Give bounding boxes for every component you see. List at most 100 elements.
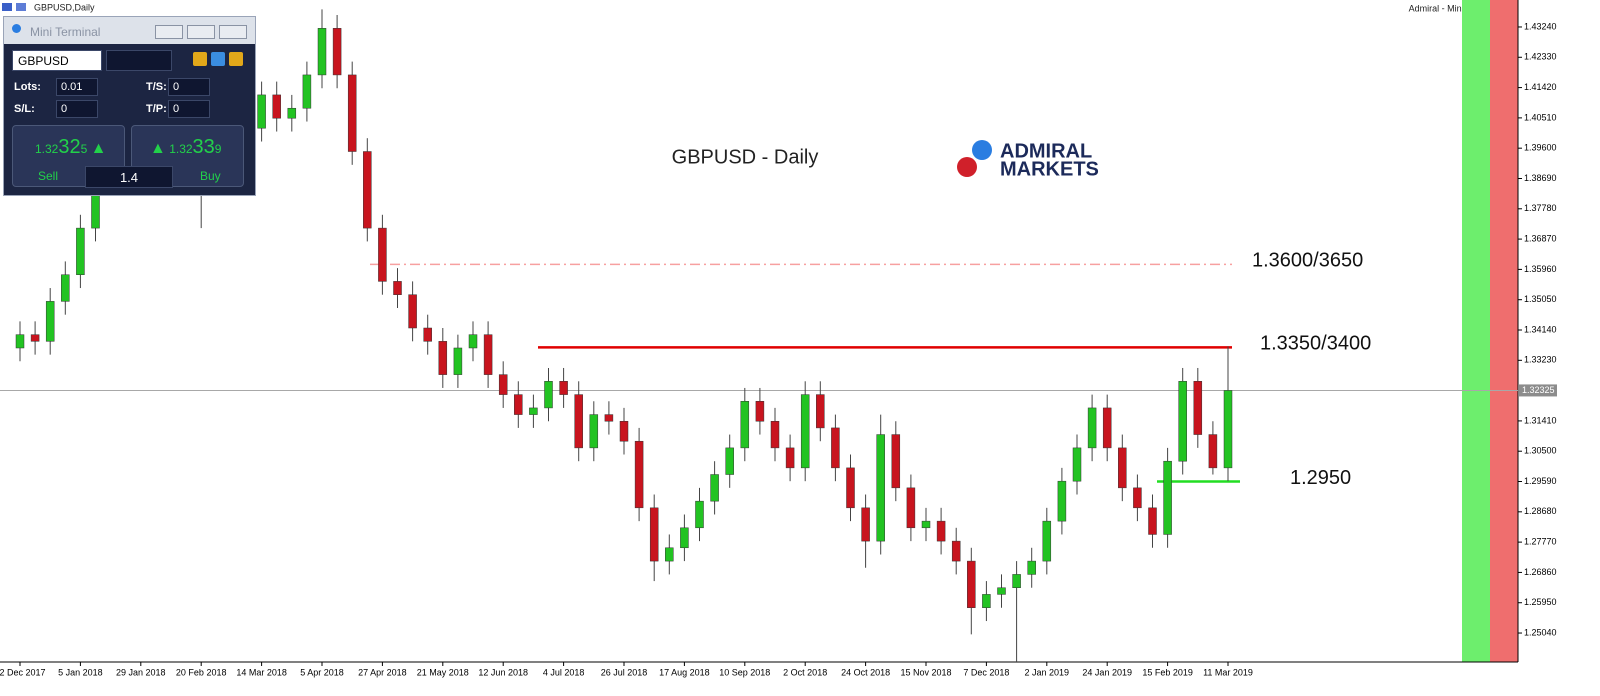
candle-body xyxy=(725,447,734,475)
icon xyxy=(12,24,21,33)
price-tag-label: 1.32325 xyxy=(1522,385,1555,395)
candle-body xyxy=(891,434,901,489)
candle-body xyxy=(604,414,614,422)
x-tick-label: 26 Jul 2018 xyxy=(601,667,648,677)
tool-button[interactable] xyxy=(229,52,243,66)
ts-input[interactable]: 0 xyxy=(168,78,210,96)
minimize-button[interactable] xyxy=(155,25,183,39)
x-tick-label: 22 Dec 2017 xyxy=(0,667,46,677)
candle-body xyxy=(936,520,946,542)
candle-body xyxy=(982,594,991,608)
candle-body xyxy=(30,334,40,342)
candle-body xyxy=(1057,480,1067,522)
candle-body xyxy=(921,520,931,529)
candle-body xyxy=(317,28,327,76)
mini-terminal: Mini Terminal GBPUSD Lots: 0.01 T/S: 0 S… xyxy=(3,16,256,196)
candle-body xyxy=(800,394,810,469)
x-tick-label: 14 Mar 2018 xyxy=(236,667,287,677)
candle-body xyxy=(332,28,342,76)
candle-body xyxy=(740,401,750,449)
spread: 1.4 xyxy=(85,166,173,188)
candle-body xyxy=(438,341,448,375)
candle-body xyxy=(378,227,387,282)
candle-body xyxy=(1133,487,1142,509)
restore-button[interactable] xyxy=(187,25,215,39)
price-prefix: 1.32 xyxy=(169,142,193,156)
level-label: 1.2950 xyxy=(1290,467,1351,489)
x-tick-label: 2 Oct 2018 xyxy=(783,667,827,677)
x-tick-label: 10 Sep 2018 xyxy=(719,667,770,677)
buy-button[interactable]: ▲ 1.32339 Buy xyxy=(131,125,244,187)
candle-body xyxy=(1208,434,1218,469)
candle-body xyxy=(680,527,689,549)
candle-body xyxy=(619,420,629,442)
tool-button[interactable] xyxy=(193,52,207,66)
x-tick-label: 4 Jul 2018 xyxy=(543,667,585,677)
price-fraction: 9 xyxy=(214,142,222,156)
candle-body xyxy=(1178,381,1187,462)
candle-body xyxy=(15,334,25,349)
lots-input[interactable]: 0.01 xyxy=(56,78,98,96)
x-tick-label: 15 Nov 2018 xyxy=(900,667,951,677)
candle-body xyxy=(1042,520,1052,562)
candle-body xyxy=(1148,507,1157,535)
y-tick-label: 1.27770 xyxy=(1524,536,1557,546)
y-tick-label: 1.35050 xyxy=(1524,294,1557,304)
tp-input[interactable]: 0 xyxy=(168,100,210,118)
sell-label: Sell xyxy=(38,169,59,183)
candle-body xyxy=(846,467,855,509)
label: T/P: xyxy=(146,103,167,115)
close-button[interactable] xyxy=(219,25,247,39)
candle-body xyxy=(665,547,674,562)
x-tick-label: 24 Jan 2019 xyxy=(1082,667,1132,677)
candle-body xyxy=(710,474,719,502)
candle-body xyxy=(755,401,765,422)
candle-body xyxy=(287,107,297,119)
chart-title: GBPUSD - Daily xyxy=(672,146,819,168)
candle-body xyxy=(951,540,961,562)
label: Lots: xyxy=(14,81,41,93)
y-tick-label: 1.25950 xyxy=(1524,597,1557,607)
candle-body xyxy=(468,334,478,349)
buy-label: Buy xyxy=(200,169,221,183)
y-tick-label: 1.30500 xyxy=(1524,446,1557,456)
candle-body xyxy=(302,74,312,109)
x-tick-label: 27 Apr 2018 xyxy=(358,667,407,677)
candle-body xyxy=(1193,381,1203,435)
candle-body xyxy=(453,347,463,375)
level-label: 1.3350/3400 xyxy=(1260,333,1371,355)
level-label: 1.3600/3650 xyxy=(1252,250,1363,272)
candle-body xyxy=(589,414,599,449)
x-tick-label: 15 Feb 2019 xyxy=(1142,667,1193,677)
y-tick-label: 1.28680 xyxy=(1524,506,1557,516)
candle-body xyxy=(785,447,795,469)
y-tick-label: 1.41420 xyxy=(1524,82,1557,92)
candle-body xyxy=(363,151,372,229)
candle-body xyxy=(347,74,357,152)
settings-button[interactable] xyxy=(211,52,225,66)
label: T/S: xyxy=(146,81,167,93)
y-tick-label: 1.37780 xyxy=(1524,203,1557,213)
candle-body xyxy=(997,587,1006,595)
candle-body xyxy=(76,227,85,275)
y-tick-label: 1.40510 xyxy=(1524,112,1557,122)
x-tick-label: 5 Apr 2018 xyxy=(300,667,344,677)
logo-text: ADMIRAL xyxy=(1000,140,1092,162)
price-prefix: 1.32 xyxy=(35,142,59,156)
candle-body xyxy=(770,420,780,449)
symbol-field[interactable] xyxy=(106,50,172,71)
sl-input[interactable]: 0 xyxy=(56,100,98,118)
logo-dot xyxy=(957,157,977,177)
candle-body xyxy=(1118,447,1127,489)
logo-dot xyxy=(972,140,992,160)
candle-body xyxy=(272,94,281,119)
y-tick-label: 1.39600 xyxy=(1524,143,1557,153)
candle-body xyxy=(257,94,266,129)
green-strip xyxy=(1462,0,1490,662)
symbol-select[interactable]: GBPUSD xyxy=(12,50,102,71)
terminal-title: Mini Terminal xyxy=(30,25,101,39)
x-tick-label: 21 May 2018 xyxy=(417,667,469,677)
x-tick-label: 17 Aug 2018 xyxy=(659,667,710,677)
